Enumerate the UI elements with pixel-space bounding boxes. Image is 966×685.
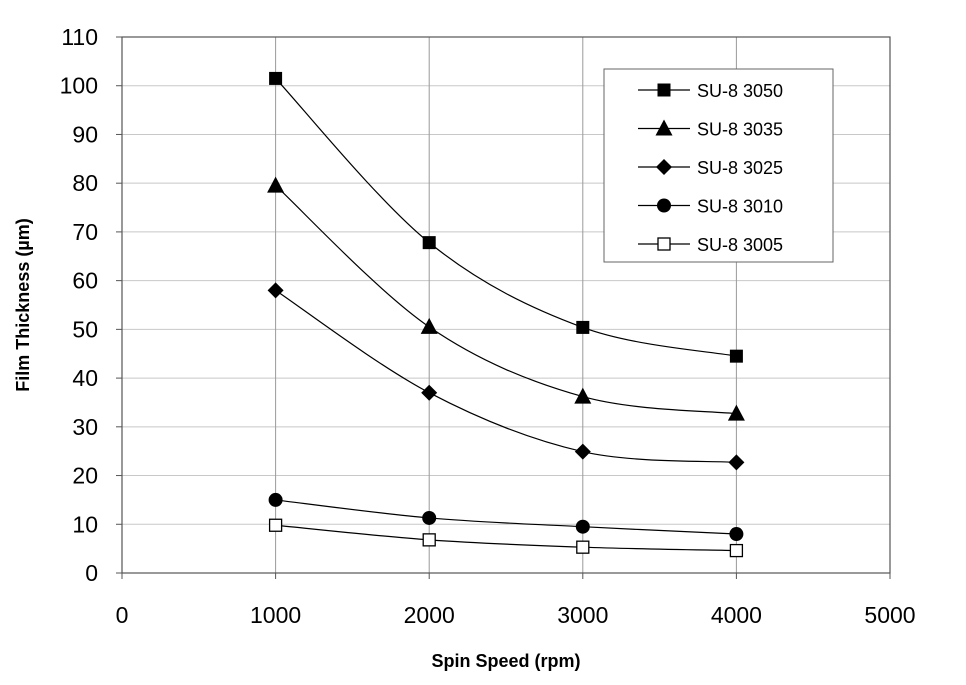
- data-point: [269, 71, 283, 85]
- data-point: [422, 510, 437, 525]
- x-tick-label: 3000: [557, 602, 608, 628]
- legend-label: SU-8 3035: [697, 120, 783, 140]
- y-tick-label: 60: [72, 268, 98, 294]
- data-point: [268, 492, 283, 507]
- data-point: [422, 236, 436, 250]
- series-group: [267, 71, 745, 558]
- y-tick-label: 80: [72, 170, 98, 196]
- series-line: [275, 499, 737, 535]
- data-point: [422, 533, 436, 547]
- y-tick-label: 20: [72, 463, 98, 489]
- data-point: [727, 404, 745, 421]
- data-point: [729, 527, 744, 542]
- y-axis-label: Film Thickness (µm): [13, 218, 33, 391]
- legend-marker: [657, 237, 671, 251]
- y-tick-label: 90: [72, 121, 98, 147]
- plot-area-border: [121, 36, 891, 574]
- series-line: [275, 524, 737, 552]
- legend-label: SU-8 3050: [697, 81, 783, 101]
- legend-label: SU-8 3010: [697, 197, 783, 217]
- y-tick-label: 30: [72, 414, 98, 440]
- x-axis-label: Spin Speed (rpm): [431, 651, 580, 671]
- data-point: [421, 384, 438, 401]
- data-point: [729, 349, 743, 363]
- x-tick-label: 0: [116, 602, 129, 628]
- x-tick-label: 5000: [864, 602, 915, 628]
- y-tick-label: 70: [72, 219, 98, 245]
- data-point: [728, 454, 745, 471]
- data-point: [267, 282, 284, 299]
- data-point: [574, 387, 592, 404]
- legend-marker: [655, 119, 673, 136]
- data-point: [575, 519, 590, 534]
- y-tick-label: 10: [72, 511, 98, 537]
- y-tick-label: 40: [72, 365, 98, 391]
- series-line: [275, 185, 737, 415]
- y-tick-label: 110: [61, 24, 98, 50]
- x-tick-label: 2000: [404, 602, 455, 628]
- y-tick-label: 50: [72, 316, 98, 342]
- legend-marker: [656, 159, 672, 175]
- data-point: [729, 543, 744, 558]
- data-point: [267, 176, 285, 193]
- legend-marker: [657, 83, 671, 97]
- y-tick-label: 0: [85, 560, 98, 586]
- x-tick-label: 4000: [711, 602, 762, 628]
- tick-labels: 0 10 20 30 40 50 60 70 80 90 100 110 0 1000 2000 3000 40…: [60, 24, 916, 628]
- legend-box: [603, 68, 834, 263]
- series-line: [275, 78, 737, 357]
- series-line: [275, 289, 737, 463]
- legend-marker: [657, 198, 671, 213]
- legend-label: SU-8 3005: [697, 235, 783, 255]
- legend: SU-8 3050 SU-8 3035 SU-8 3025 SU-8 3010 SU-8…: [603, 68, 834, 263]
- data-point: [268, 518, 283, 532]
- y-tick-label: 100: [60, 73, 98, 99]
- data-point: [576, 540, 590, 554]
- data-point: [576, 320, 590, 334]
- x-tick-label: 1000: [250, 602, 301, 628]
- data-point: [420, 317, 438, 334]
- data-point: [574, 443, 591, 460]
- legend-label: SU-8 3025: [697, 158, 783, 178]
